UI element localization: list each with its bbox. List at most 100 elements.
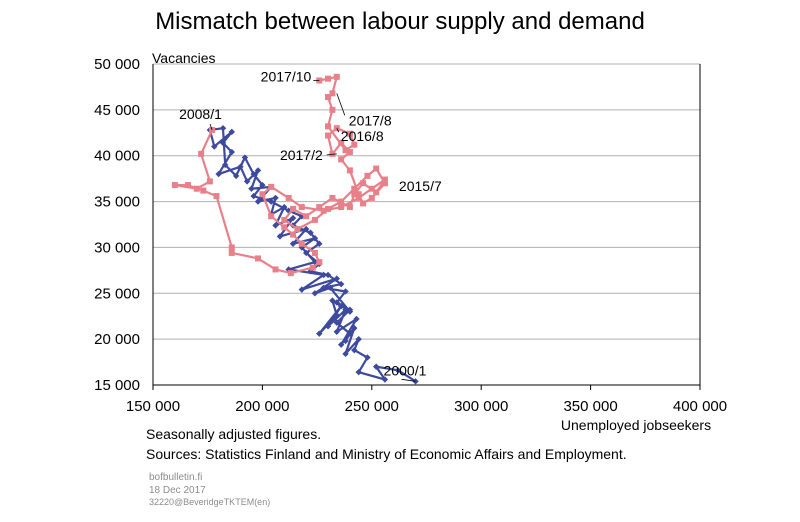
data-point	[346, 204, 353, 211]
x-axis-label: Unemployed jobseekers	[561, 417, 711, 433]
data-point	[360, 200, 367, 207]
data-point	[342, 288, 349, 295]
footer-date: 18 Dec 2017	[149, 485, 206, 496]
annotation-label: 2008/1	[179, 106, 222, 122]
data-point	[193, 185, 200, 192]
data-point	[219, 139, 227, 147]
data-point	[267, 198, 275, 205]
gridlines	[153, 63, 700, 340]
data-point	[333, 73, 340, 80]
data-point	[272, 194, 279, 202]
data-point	[290, 205, 297, 212]
data-point	[254, 167, 262, 174]
data-point	[298, 286, 305, 293]
data-point	[325, 75, 332, 82]
annotation-leader	[326, 153, 337, 156]
data-point	[368, 185, 375, 192]
data-point	[351, 191, 358, 198]
tick-labels: 15 000 20 000 25 000 30 000 35 000 40 000 45 0…	[94, 56, 727, 415]
data-point	[232, 172, 240, 180]
data-point	[254, 198, 262, 205]
data-point	[327, 284, 334, 291]
data-point	[303, 213, 310, 220]
data-point	[287, 270, 294, 277]
axes	[152, 64, 701, 390]
data-point	[228, 128, 235, 136]
annotation-leader	[401, 378, 416, 382]
data-point	[333, 275, 340, 282]
data-point	[342, 337, 349, 345]
data-point	[353, 315, 360, 323]
x-tick-label: 200 000	[235, 398, 289, 415]
data-point	[338, 139, 345, 146]
annotation-label: 2016/8	[341, 128, 384, 144]
data-point	[351, 324, 358, 332]
data-point	[311, 290, 319, 297]
data-point	[333, 328, 340, 336]
data-point	[325, 123, 332, 130]
data-point	[325, 132, 332, 139]
x-tick-label: 150 000	[126, 398, 180, 415]
series-layer	[171, 73, 419, 385]
note-seasonal: Seasonally adjusted figures.	[146, 426, 322, 442]
data-point	[268, 183, 275, 190]
data-point	[355, 191, 362, 198]
data-point	[211, 143, 218, 150]
y-tick-label: 25 000	[94, 285, 140, 302]
data-point	[302, 249, 310, 257]
data-point	[316, 204, 323, 211]
data-point	[309, 264, 316, 271]
y-tick-label: 35 000	[94, 194, 140, 211]
y-axis-label: Vacancies	[152, 50, 216, 66]
data-point	[324, 271, 332, 279]
data-point	[333, 319, 340, 326]
data-point	[255, 255, 262, 262]
data-point	[219, 125, 227, 132]
data-point	[351, 185, 358, 192]
data-point	[329, 106, 336, 113]
data-point	[215, 170, 222, 178]
data-point	[281, 224, 288, 231]
data-point	[213, 193, 220, 200]
data-point	[237, 163, 244, 170]
data-point	[185, 182, 192, 189]
chart-title: Mismatch between labour supply and deman…	[155, 8, 645, 35]
data-point	[289, 214, 297, 222]
data-point	[228, 249, 235, 256]
data-point	[325, 205, 332, 212]
x-tick-label: 250 000	[345, 398, 399, 415]
data-point	[298, 240, 305, 247]
data-point	[302, 225, 310, 233]
data-point	[346, 167, 353, 174]
data-point	[355, 194, 362, 201]
y-tick-label: 15 000	[94, 377, 140, 394]
y-tick-label: 20 000	[94, 331, 140, 348]
data-point	[272, 222, 279, 229]
data-point	[342, 147, 349, 154]
data-point	[372, 363, 380, 370]
data-point	[281, 216, 288, 223]
annotation-leader	[336, 93, 346, 116]
footer-code: 32220@BeveridgeTKTEM(en)	[149, 497, 271, 507]
data-point	[351, 141, 358, 148]
data-point	[337, 280, 345, 288]
data-point	[368, 194, 375, 201]
data-point	[381, 176, 388, 183]
data-point	[289, 240, 297, 247]
data-point	[329, 194, 336, 201]
data-point	[228, 244, 235, 251]
data-point	[250, 170, 257, 178]
data-point	[206, 178, 213, 185]
data-point	[316, 259, 323, 266]
beveridge-chart: 15 000 20 000 25 000 30 000 35 000 40 000 45 0…	[94, 50, 727, 433]
data-point	[394, 367, 402, 374]
data-point	[243, 178, 251, 185]
data-point	[346, 306, 354, 313]
x-tick-label: 350 000	[563, 398, 617, 415]
data-point	[316, 240, 323, 247]
data-point	[259, 191, 266, 198]
data-point	[171, 182, 178, 189]
data-point	[200, 187, 207, 194]
data-point	[311, 216, 318, 223]
